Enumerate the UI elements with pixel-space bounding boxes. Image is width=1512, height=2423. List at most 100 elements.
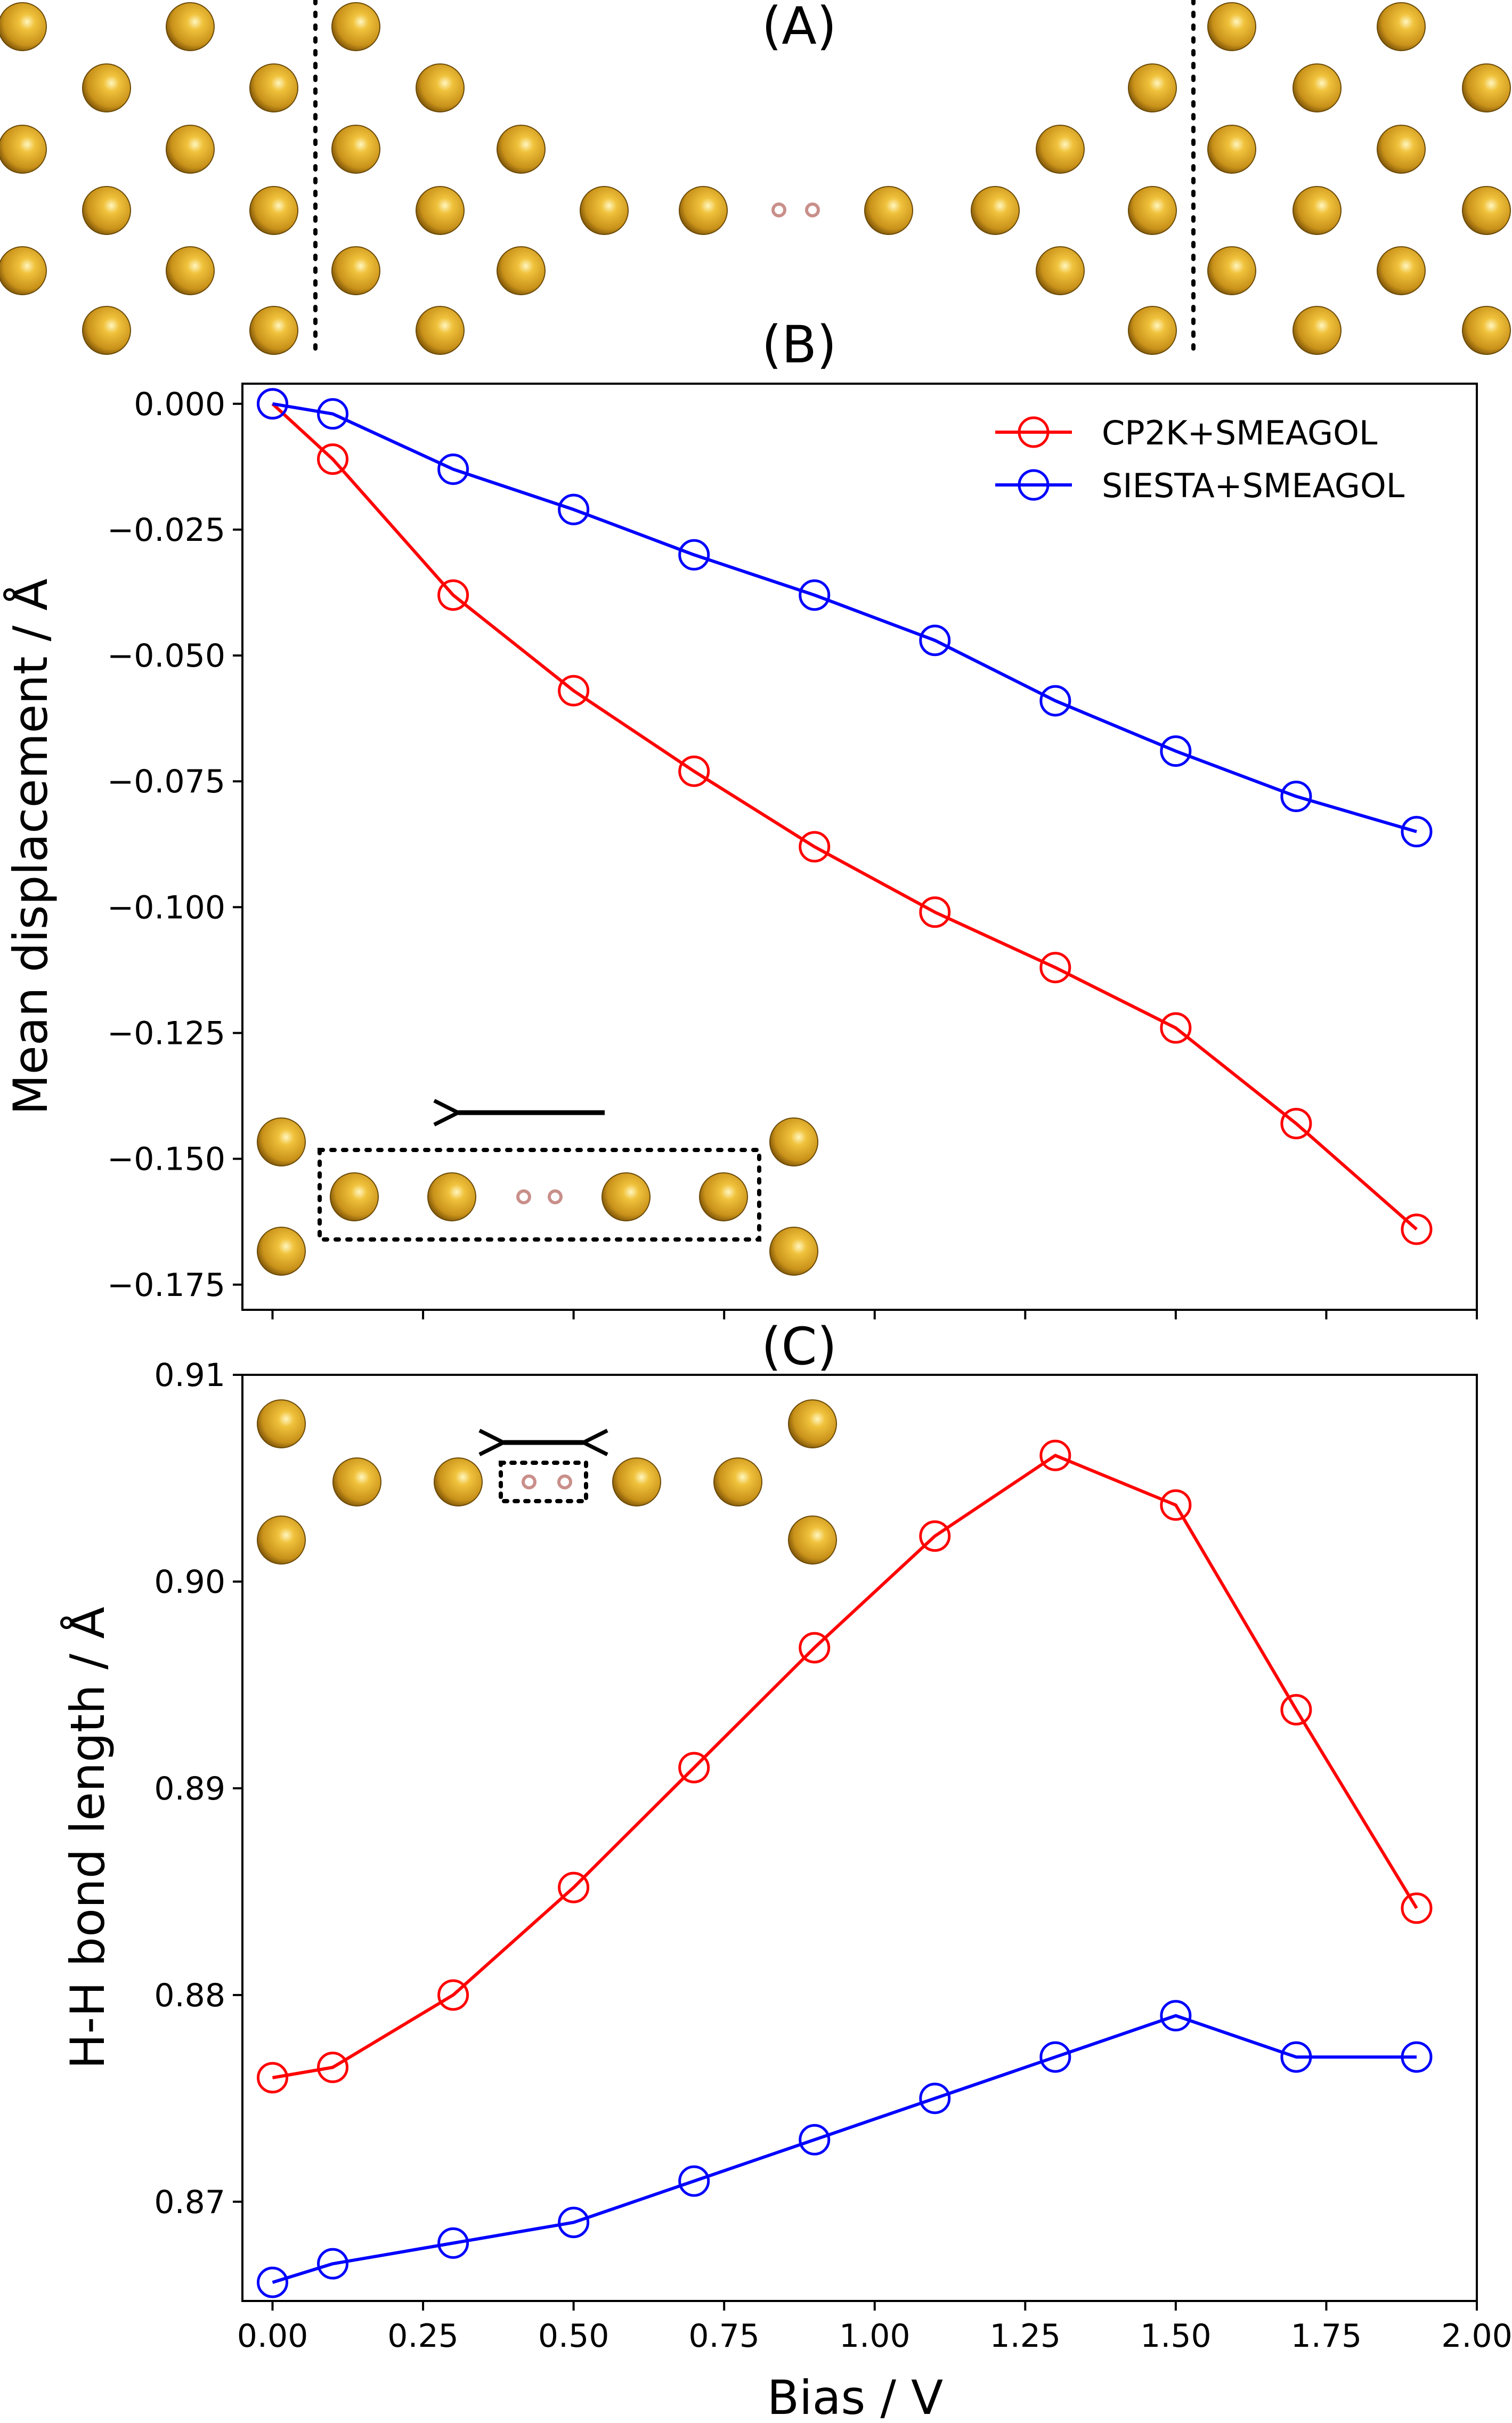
data-point [317, 2052, 349, 2084]
gold-atom [971, 186, 1020, 235]
gold-atom [82, 306, 131, 355]
gold-atom [580, 186, 629, 235]
gold-atom [1292, 63, 1342, 112]
gold-atom [166, 125, 215, 174]
gold-atom [0, 246, 47, 295]
gold-atom [82, 63, 131, 112]
data-point [558, 2207, 590, 2239]
data-point [1160, 735, 1192, 767]
gold-atom [166, 246, 215, 295]
data-point [558, 675, 590, 707]
x-tick-label: 1.50 [1140, 2317, 1212, 2355]
legend-label-cp2k: CP2K+SMEAGOL [1102, 414, 1378, 452]
data-point [919, 1520, 951, 1552]
x-tick-label: 1.00 [839, 2317, 911, 2355]
gold-atom [699, 1172, 748, 1221]
data-point [1039, 685, 1071, 717]
data-point [257, 2266, 289, 2298]
inset-selection-box [318, 1148, 761, 1242]
data-point [1401, 1213, 1433, 1245]
gold-atom [257, 1117, 306, 1166]
data-point [799, 579, 831, 611]
data-point [437, 1979, 469, 2011]
gold-atom [0, 125, 47, 174]
displacement-chart: 0.000 −0.025 −0.050 −0.075 −0.100 −0.125 −0.15… [3, 383, 1478, 1319]
x-tick-label: 1.75 [1291, 2317, 1362, 2355]
gold-atom [864, 186, 913, 235]
gold-atom [1462, 186, 1511, 235]
x-tick-label: 0.25 [387, 2317, 459, 2355]
data-point [317, 398, 349, 430]
gold-atom [416, 63, 465, 112]
hydrogen-atom [771, 202, 786, 217]
data-point [678, 539, 710, 571]
data-point [678, 2165, 710, 2197]
gold-atom [166, 2, 215, 51]
gold-atom [1207, 246, 1256, 295]
gold-atom [788, 1399, 837, 1448]
gold-atom [1036, 246, 1085, 295]
plot-frame [241, 383, 1478, 1311]
gold-atom [434, 1457, 483, 1506]
gold-atom [601, 1172, 651, 1221]
x-axis-label: Bias / V [767, 2370, 943, 2423]
data-point [1160, 2000, 1192, 2032]
gold-atom [249, 186, 298, 235]
gold-atom [1462, 63, 1511, 112]
gold-atom [612, 1457, 661, 1506]
y-axis-label: H-H bond length / Å [60, 1607, 115, 2069]
hydrogen-atom [516, 1189, 531, 1204]
legend-label-siesta: SIESTA+SMEAGOL [1102, 466, 1405, 505]
data-point [1401, 816, 1433, 848]
data-point [1401, 1892, 1433, 1924]
data-point [799, 831, 831, 863]
legend-marker-siesta [1018, 469, 1050, 501]
data-point [919, 896, 951, 928]
panel-label-a: (A) [762, 0, 837, 56]
gold-atom [1207, 2, 1256, 51]
y-tick-label: −0.025 [107, 512, 225, 549]
y-tick-label: 0.91 [154, 1357, 225, 1394]
gold-atom [1128, 63, 1177, 112]
gold-atom [332, 1457, 381, 1506]
y-tick-label: −0.075 [107, 763, 225, 800]
data-point [919, 2082, 951, 2114]
gold-atom [331, 125, 380, 174]
panel-label-b: (B) [762, 315, 837, 375]
data-point [1280, 1693, 1312, 1725]
bond-length-chart: 0.87 0.88 0.89 0.90 0.91 0.00 0.25 0.50 0.75 1.0… [60, 1357, 1512, 2423]
panel-label-c: (C) [761, 1317, 837, 1376]
gold-atom [257, 1516, 306, 1565]
gold-atom [1462, 306, 1511, 355]
data-point [1160, 1489, 1192, 1521]
y-tick-label: 0.000 [134, 386, 225, 423]
data-point [1280, 2041, 1312, 2073]
data-point [1039, 952, 1071, 984]
series-line-0 [272, 1454, 1418, 2079]
data-point [1039, 2041, 1071, 2073]
gold-atom [257, 1399, 306, 1448]
series-line-1 [272, 402, 1417, 833]
gold-atom [82, 186, 131, 235]
gold-atom [331, 246, 380, 295]
data-point [558, 493, 590, 525]
gold-atom [1128, 186, 1177, 235]
y-tick-label: 0.88 [154, 1977, 225, 2014]
x-tick-label: 0.00 [237, 2317, 308, 2355]
data-point [437, 453, 469, 485]
x-tick-label: 0.75 [688, 2317, 760, 2355]
legend: CP2K+SMEAGOL SIESTA+SMEAGOL [964, 400, 1460, 517]
gold-atom [1292, 306, 1342, 355]
gold-atom [1128, 306, 1177, 355]
gold-atom [497, 125, 546, 174]
bond-inset-structure [257, 1399, 837, 1565]
y-axis-label: Mean displacement / Å [3, 579, 58, 1115]
gold-atom [1036, 125, 1085, 174]
y-tick-label: 0.87 [154, 2184, 225, 2221]
data-point [678, 755, 710, 787]
y-tick-label: −0.175 [107, 1267, 225, 1304]
series-line-0 [271, 402, 1418, 1231]
y-tick-label: 0.89 [154, 1770, 225, 1808]
gold-atom [1377, 2, 1426, 51]
gold-atom [427, 1172, 476, 1221]
